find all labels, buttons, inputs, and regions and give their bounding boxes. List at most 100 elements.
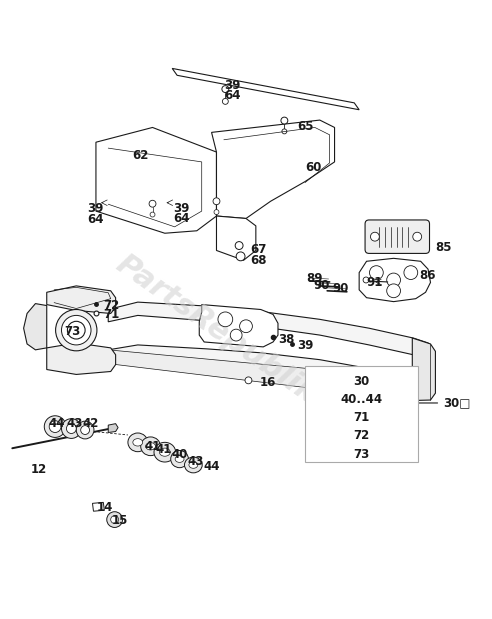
Text: 12: 12 (31, 463, 47, 476)
Text: 30: 30 (353, 374, 370, 387)
Text: 15: 15 (112, 514, 128, 527)
Polygon shape (172, 69, 359, 110)
Text: 91: 91 (367, 277, 383, 290)
Circle shape (214, 210, 219, 215)
Polygon shape (108, 350, 416, 400)
Circle shape (149, 201, 156, 207)
Ellipse shape (175, 456, 184, 462)
Circle shape (281, 117, 288, 124)
Text: 73: 73 (64, 325, 80, 338)
Text: 72: 72 (353, 430, 370, 443)
Ellipse shape (146, 443, 155, 450)
Ellipse shape (133, 439, 143, 446)
Text: 41: 41 (155, 443, 172, 456)
Text: 71: 71 (103, 308, 120, 321)
Polygon shape (92, 503, 104, 511)
Circle shape (67, 321, 85, 339)
Circle shape (236, 252, 245, 261)
Circle shape (222, 98, 228, 105)
Polygon shape (96, 128, 216, 233)
Polygon shape (47, 286, 116, 313)
FancyBboxPatch shape (365, 220, 430, 253)
Circle shape (76, 421, 94, 439)
Text: 90: 90 (333, 282, 349, 295)
Text: 62: 62 (132, 150, 148, 163)
Ellipse shape (184, 457, 202, 473)
Text: 60: 60 (305, 162, 321, 175)
Text: 64: 64 (88, 213, 104, 226)
Polygon shape (47, 343, 116, 374)
Text: 43: 43 (187, 454, 204, 467)
Polygon shape (412, 338, 435, 400)
Polygon shape (359, 258, 430, 301)
Circle shape (111, 516, 119, 524)
Text: 39: 39 (224, 79, 240, 92)
Ellipse shape (159, 448, 170, 456)
Text: 14: 14 (96, 501, 113, 514)
Polygon shape (108, 423, 118, 433)
Text: 65: 65 (298, 120, 314, 133)
Polygon shape (24, 303, 47, 350)
Circle shape (282, 129, 287, 134)
Polygon shape (199, 305, 278, 347)
Text: PartsRepublik: PartsRepublik (111, 249, 322, 409)
Circle shape (413, 232, 422, 241)
Ellipse shape (128, 433, 148, 452)
Text: 41: 41 (144, 439, 160, 452)
Circle shape (150, 212, 155, 217)
FancyBboxPatch shape (305, 366, 418, 462)
Circle shape (56, 310, 97, 351)
Text: 43: 43 (66, 417, 83, 430)
Circle shape (107, 512, 123, 527)
Text: 85: 85 (435, 241, 452, 254)
Polygon shape (108, 345, 430, 400)
Circle shape (66, 423, 76, 433)
Text: 72: 72 (103, 299, 120, 312)
Text: 71: 71 (353, 411, 370, 424)
Circle shape (213, 198, 220, 205)
Text: 44: 44 (203, 461, 220, 474)
Text: 44: 44 (48, 417, 65, 430)
Ellipse shape (141, 437, 160, 456)
Text: 40: 40 (171, 448, 187, 461)
Polygon shape (216, 216, 256, 261)
Ellipse shape (171, 451, 188, 468)
Text: 90: 90 (313, 279, 329, 292)
Circle shape (370, 232, 379, 241)
Circle shape (387, 273, 400, 287)
Text: 16: 16 (259, 376, 276, 389)
Polygon shape (108, 302, 433, 358)
Circle shape (240, 320, 252, 332)
Circle shape (81, 426, 90, 435)
Text: 42: 42 (83, 417, 99, 430)
Text: 30□: 30□ (443, 397, 470, 410)
Text: 68: 68 (250, 254, 267, 267)
Circle shape (245, 377, 252, 384)
Circle shape (230, 329, 242, 341)
Text: 64: 64 (224, 90, 241, 103)
Circle shape (62, 418, 81, 438)
Circle shape (404, 266, 418, 280)
Circle shape (62, 316, 91, 345)
Ellipse shape (154, 443, 176, 462)
Text: 73: 73 (353, 448, 370, 461)
Text: 39: 39 (297, 339, 313, 352)
Text: 38: 38 (278, 332, 295, 345)
Text: 67: 67 (250, 243, 266, 256)
Text: 39: 39 (88, 202, 104, 215)
Text: 89: 89 (307, 272, 323, 285)
Circle shape (222, 85, 229, 92)
Circle shape (387, 284, 400, 298)
Ellipse shape (189, 462, 198, 469)
Circle shape (369, 266, 383, 280)
Circle shape (363, 277, 369, 283)
Text: 86: 86 (419, 269, 436, 282)
Circle shape (218, 312, 233, 327)
Circle shape (44, 416, 66, 438)
Text: 39: 39 (173, 202, 189, 215)
Text: 40..44: 40..44 (340, 393, 383, 406)
Circle shape (49, 421, 61, 433)
Circle shape (235, 241, 243, 249)
Text: 64: 64 (173, 212, 190, 225)
Polygon shape (212, 120, 335, 219)
